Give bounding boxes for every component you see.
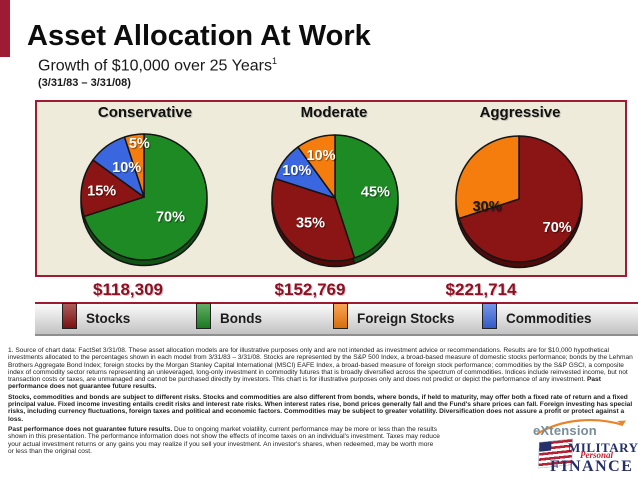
model-title-conservative: Conservative: [97, 104, 193, 121]
pie-chart-aggressive: 70% 30%: [455, 135, 583, 269]
commodities-swatch-icon: [482, 303, 497, 329]
svg-text:10%: 10%: [112, 160, 141, 176]
svg-text:35%: 35%: [296, 216, 325, 232]
logo-military-text: MILITARY: [568, 440, 638, 455]
svg-text:15%: 15%: [87, 183, 116, 199]
legend-item-stocks: Stocks: [62, 303, 131, 329]
legend-item-commodities: Commodities: [482, 303, 592, 329]
pie-chart-moderate: 45% 35% 10%10%: [271, 134, 399, 268]
result-value-aggressive: $221,714: [445, 280, 517, 299]
extension-swoosh-icon: [536, 419, 626, 435]
foreign-stocks-swatch-icon: [333, 303, 348, 329]
logo-finance-text: FINANCE: [550, 458, 634, 475]
footnote-source-text: 1. Source of chart data: FactSet 3/31/08…: [8, 347, 633, 384]
footnotes: 1. Source of chart data: FactSet 3/31/08…: [8, 347, 635, 458]
extension-wordmark: eXtension: [533, 423, 597, 438]
result-value-conservative: $118,309: [93, 280, 163, 299]
svg-text:70%: 70%: [156, 209, 185, 225]
flag-canton: [539, 441, 552, 452]
legend-label-commodities: Commodities: [506, 311, 592, 326]
svg-text:5%: 5%: [129, 136, 150, 152]
military-finance-logo: eXtension MILITARY Personal FINANCE: [531, 419, 638, 479]
pie-chart-conservative: 70% 15% 10% 5%: [80, 133, 208, 267]
svg-text:30%: 30%: [472, 199, 501, 215]
legend-label-bonds: Bonds: [220, 311, 262, 326]
legend-item-foreign-stocks: Foreign Stocks: [333, 303, 455, 329]
model-title-moderate: Moderate: [300, 104, 368, 121]
accent-bar: [0, 0, 10, 57]
svg-text:10%: 10%: [282, 163, 311, 179]
date-range: (3/31/83 – 3/31/08): [38, 77, 131, 89]
svg-text:10%: 10%: [306, 148, 335, 164]
footnote-marker: 1: [271, 56, 277, 66]
legend-label-foreign-stocks: Foreign Stocks: [357, 311, 455, 326]
footnote-risks: Stocks, commodities and bonds are subjec…: [8, 393, 633, 423]
extension-logo-text: eXtension: [533, 423, 597, 438]
legend-item-bonds: Bonds: [196, 303, 262, 329]
model-title-aggressive: Aggressive: [479, 104, 561, 121]
legend-label-stocks: Stocks: [86, 311, 131, 326]
subtitle-text: Growth of $10,000 over 25 Years: [38, 57, 272, 75]
footnote-source-bold: Past performance does not guarantee futu…: [8, 376, 601, 391]
footnote-source: 1. Source of chart data: FactSet 3/31/08…: [8, 347, 635, 391]
svg-text:45%: 45%: [361, 185, 390, 201]
svg-text:70%: 70%: [543, 220, 572, 236]
stocks-swatch-icon: [62, 303, 77, 329]
subtitle: Growth of $10,000 over 25 Years1: [38, 56, 277, 75]
legend-bar: Stocks Bonds Foreign Stocks Commodities: [35, 303, 638, 336]
footnote-performance: Past performance does not guarantee futu…: [8, 426, 440, 455]
logo-personal-text: Personal: [580, 450, 614, 460]
bonds-swatch-icon: [196, 303, 211, 329]
result-value-moderate: $152,769: [274, 280, 346, 299]
footnote-performance-bold: Past performance does not guarantee futu…: [8, 425, 173, 433]
footnote-performance-text: Due to ongoing market volatility, curren…: [8, 425, 440, 455]
page-title: Asset Allocation At Work: [27, 20, 371, 52]
